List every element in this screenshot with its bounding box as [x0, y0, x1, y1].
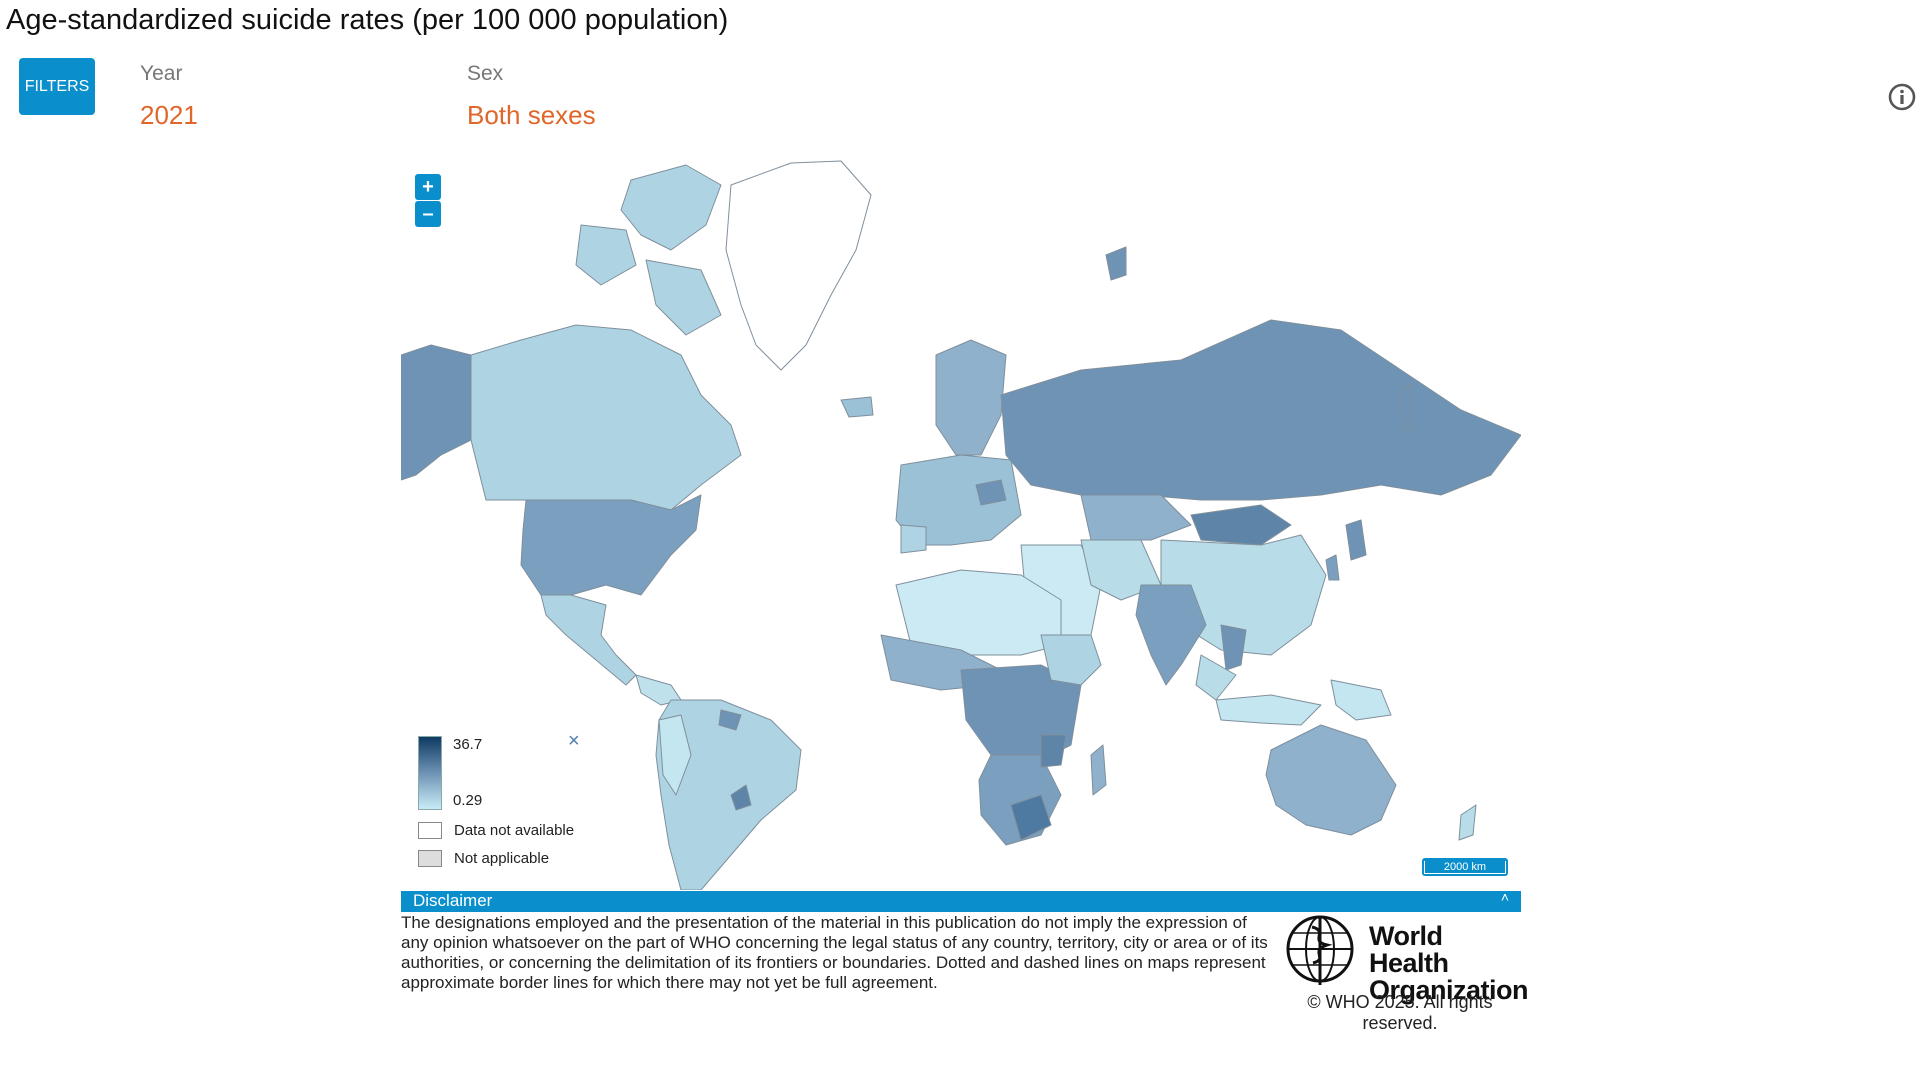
sex-label: Sex — [467, 62, 504, 85]
region-madagascar — [1090, 744, 1107, 796]
who-logo: World Health Organization — [1279, 913, 1529, 1004]
region-mongolia — [1190, 504, 1292, 546]
region-russia — [1000, 319, 1521, 501]
region-usa — [520, 494, 702, 596]
year-label: Year — [140, 62, 183, 85]
region-iceland — [840, 396, 874, 418]
region-greenland — [725, 160, 872, 371]
legend-no-data-label: Data not available — [454, 822, 575, 839]
region-east-africa — [1040, 634, 1102, 686]
region-india — [1135, 584, 1207, 686]
legend-not-applicable: Not applicable — [418, 850, 549, 867]
region-canada-islands — [620, 164, 722, 251]
who-org-name-line1: World Health — [1369, 921, 1449, 978]
region-australia — [1265, 724, 1397, 836]
disclaimer-title: Disclaimer — [413, 891, 493, 910]
scale-label: 2000 km — [1443, 860, 1487, 873]
legend-gradient — [418, 736, 442, 810]
close-icon[interactable]: × — [568, 730, 580, 752]
region-new-zealand — [1458, 804, 1477, 841]
disclaimer-header[interactable]: Disclaimer ˄ — [401, 889, 1521, 912]
world-map[interactable] — [401, 155, 1521, 890]
zoom-out-button[interactable]: – — [415, 201, 441, 227]
info-icon[interactable] — [1887, 82, 1917, 112]
region-south-america — [655, 699, 802, 890]
zoom-in-button[interactable]: + — [415, 174, 441, 200]
who-emblem-icon — [1286, 915, 1354, 985]
year-filter[interactable]: Year 2021 — [140, 62, 198, 131]
scale-bar: 2000 km — [1422, 858, 1508, 876]
region-mexico — [540, 594, 637, 686]
region-indonesia — [1215, 694, 1322, 726]
sex-filter[interactable]: Sex Both sexes — [467, 62, 596, 131]
disclaimer-text: The designations employed and the presen… — [401, 913, 1268, 992]
who-org-name: World Health Organization — [1369, 921, 1529, 1005]
legend-no-data: Data not available — [418, 822, 574, 839]
page-title: Age-standardized suicide rates (per 100 … — [6, 4, 729, 36]
region-canada — [470, 324, 742, 511]
year-value[interactable]: 2021 — [140, 100, 198, 130]
region-scandinavia — [935, 339, 1007, 456]
filters-button[interactable]: FILTERS — [19, 58, 95, 115]
region-kazakhstan — [1080, 494, 1192, 541]
who-org-name-line2: Organization — [1369, 975, 1529, 1005]
chevron-up-icon[interactable]: ˄ — [1500, 889, 1509, 905]
legend-no-data-swatch — [418, 822, 442, 839]
copyright-text: © WHO 2025. All rights reserved. — [1307, 992, 1493, 1033]
legend-not-applicable-label: Not applicable — [454, 850, 550, 867]
sex-value[interactable]: Both sexes — [467, 100, 596, 130]
legend-max-value: 36.7 — [453, 736, 483, 753]
legend-min-value: 0.29 — [453, 792, 483, 809]
map-legend: 36.7 0.29 × Data not available Not appli… — [418, 730, 593, 875]
legend-not-applicable-swatch — [418, 850, 442, 867]
region-alaska — [401, 344, 472, 481]
